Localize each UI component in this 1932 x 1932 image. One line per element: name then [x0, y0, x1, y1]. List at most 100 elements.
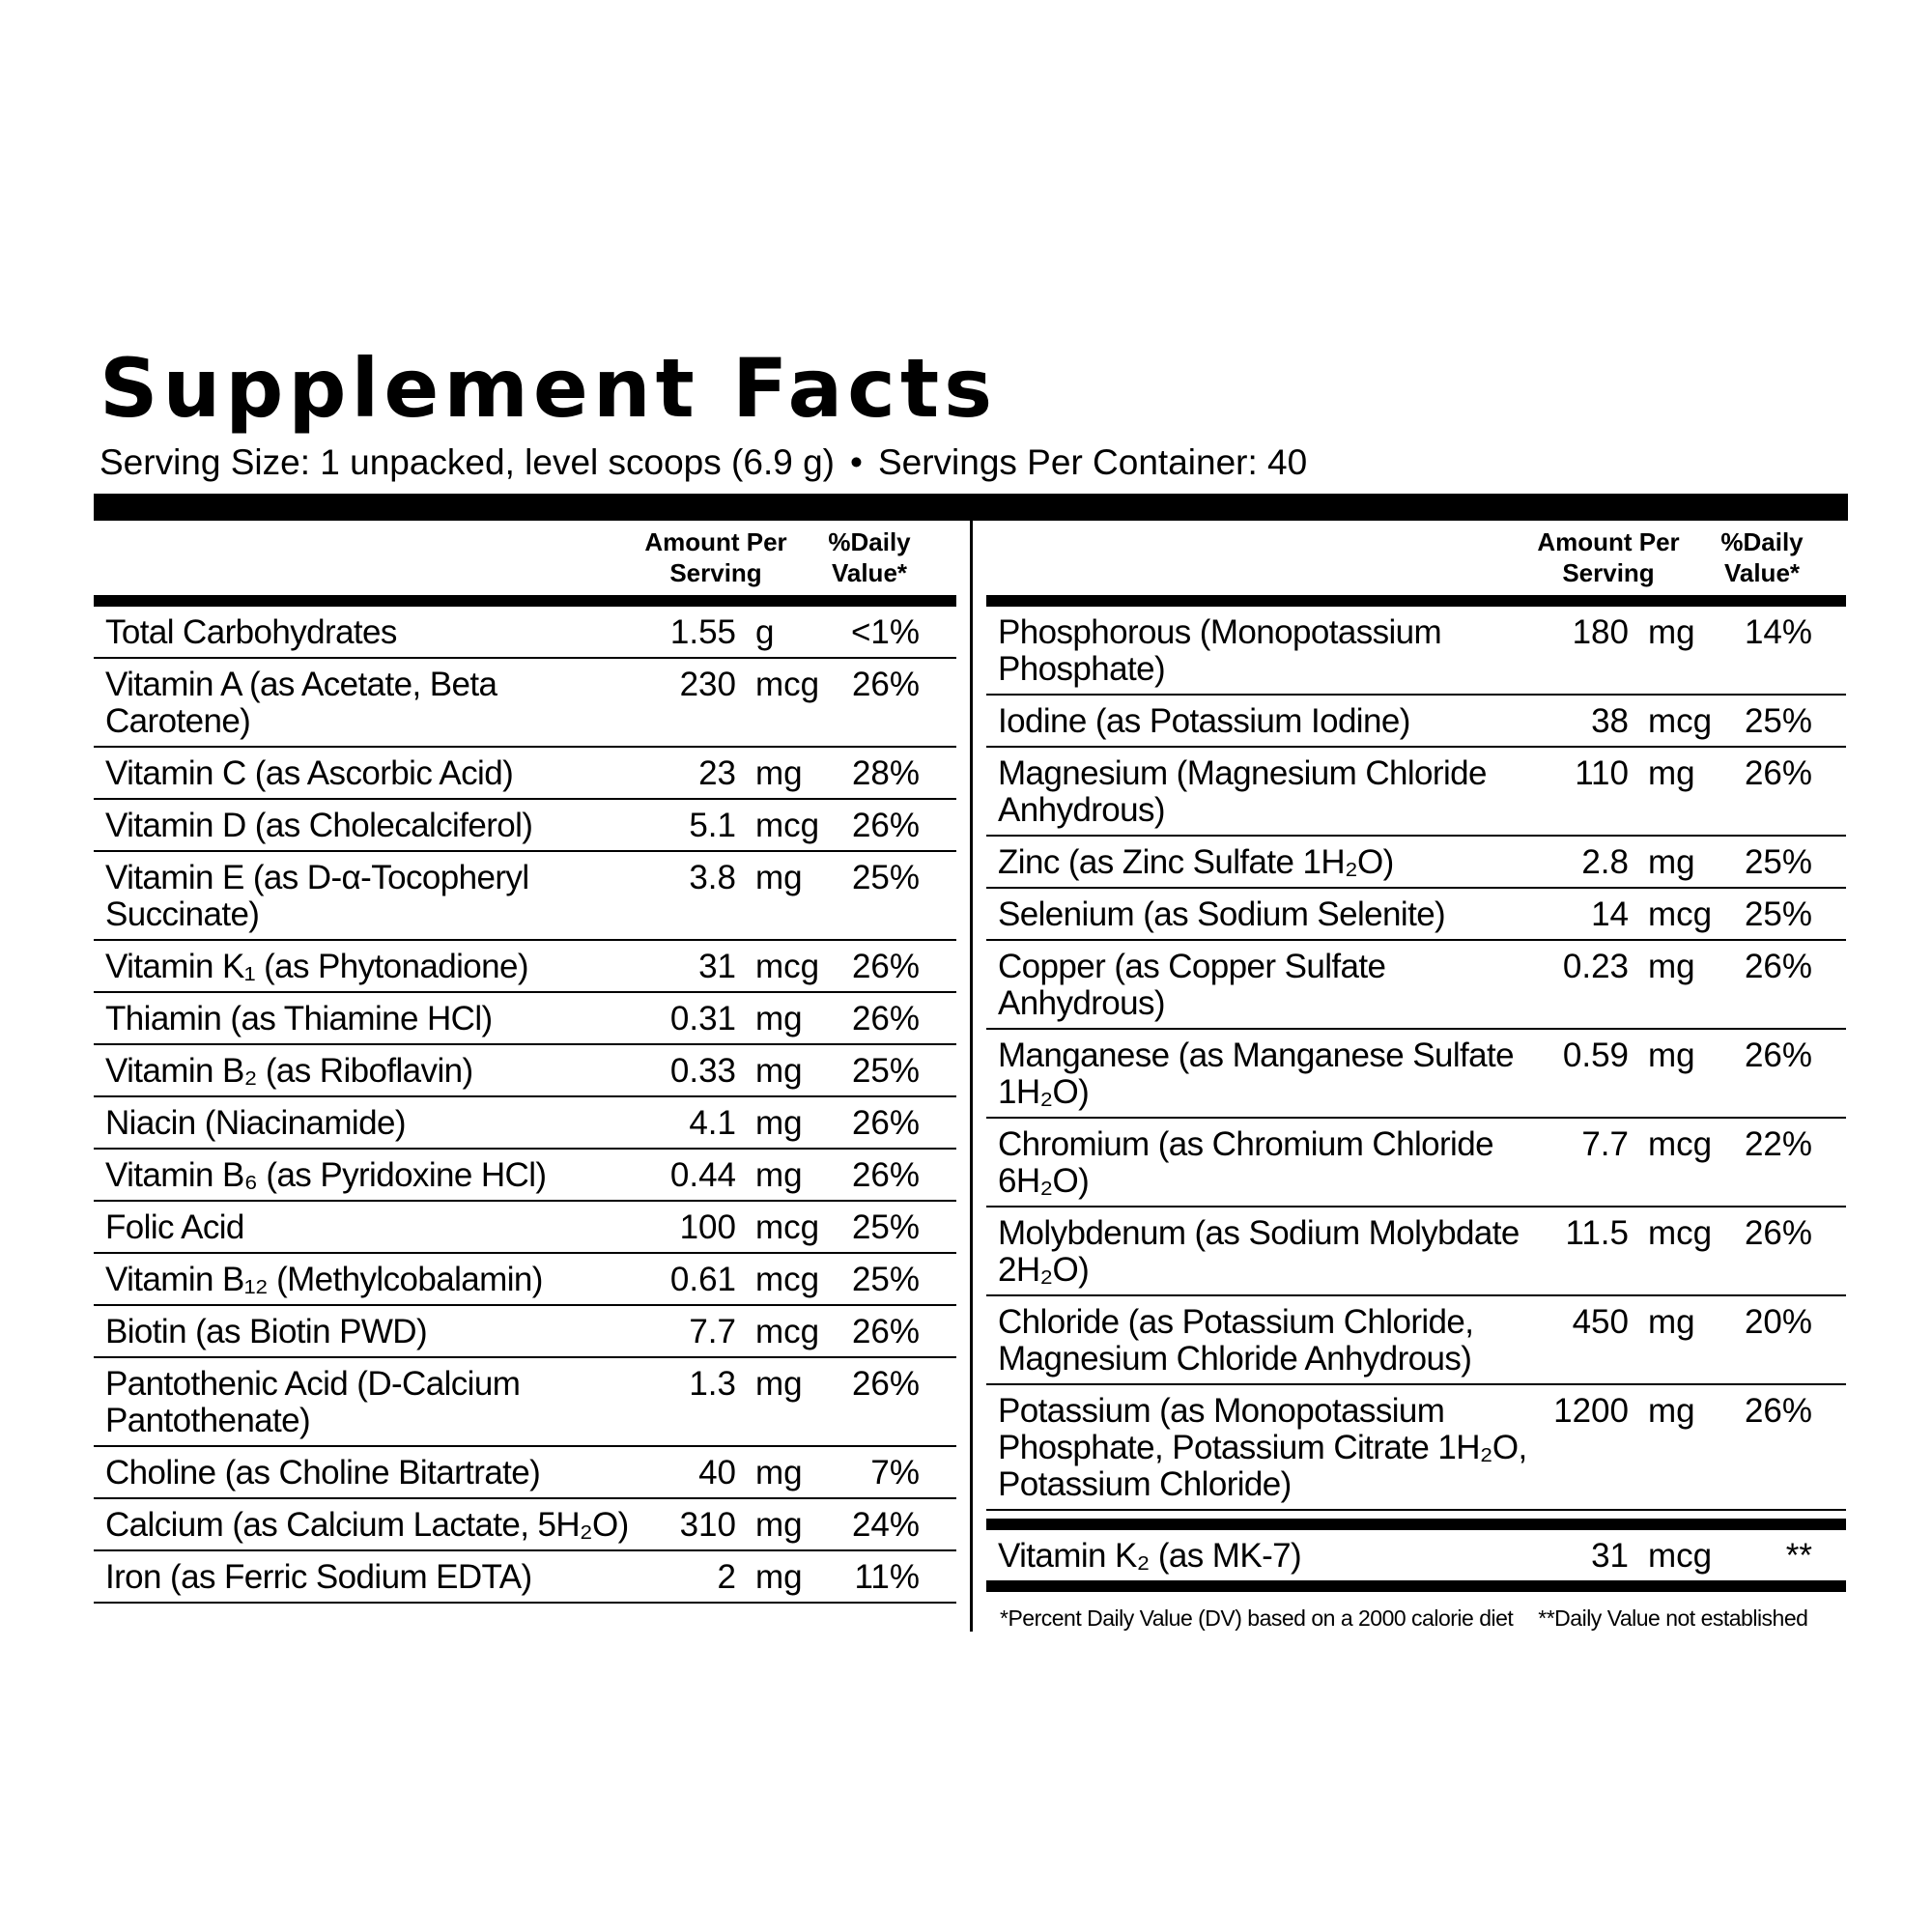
nutrient-name: Niacin (Niacinamide): [105, 1103, 406, 1142]
nutrient-daily-value: 26%: [1744, 1213, 1812, 1252]
nutrient-amount: 40: [698, 1453, 736, 1492]
nutrient-name: Vitamin B₆ (as Pyridoxine HCl): [105, 1155, 547, 1194]
nutrient-row: Chromium (as Chromium Chloride 6H₂O) 7.7 m…: [986, 1119, 1846, 1208]
nutrient-name: Selenium (as Sodium Selenite): [998, 895, 1446, 933]
nutrient-name: Vitamin A (as Acetate, Beta Carotene): [105, 665, 497, 740]
nutrient-unit: mg: [755, 1364, 803, 1403]
nutrient-unit: mg: [1648, 1391, 1695, 1430]
nutrient-row: Iodine (as Potassium Iodine) 38 mcg 25%: [986, 696, 1846, 748]
nutrient-name: Vitamin B₂ (as Riboflavin): [105, 1051, 473, 1090]
nutrient-amount: 23: [698, 753, 736, 792]
nutrient-name: Biotin (as Biotin PWD): [105, 1312, 428, 1350]
nutrient-row: Vitamin E (as D-α-Tocopheryl Succinate) 3…: [94, 852, 956, 941]
nutrient-row: Vitamin B₁₂ (Methylcobalamin) 0.61 mcg 25%: [94, 1254, 956, 1306]
nutrient-amount: 2: [717, 1557, 736, 1596]
footnote-dv-basis: *Percent Daily Value (DV) based on a 200…: [1000, 1605, 1514, 1631]
nutrient-row: Total Carbohydrates 1.55 g <1%: [94, 607, 956, 659]
nutrient-amount: 1.3: [689, 1364, 736, 1403]
nutrient-unit: mcg: [1648, 895, 1713, 933]
nutrient-row: Vitamin A (as Acetate, Beta Carotene) 230…: [94, 659, 956, 748]
nutrient-amount: 0.44: [669, 1155, 736, 1194]
nutrient-unit: mcg: [1648, 701, 1713, 740]
nutrient-row: Niacin (Niacinamide) 4.1 mg 26%: [94, 1097, 956, 1150]
nutrient-amount: 0.61: [669, 1260, 736, 1298]
bottom-divider-bar: [986, 1579, 1846, 1592]
nutrient-name: Magnesium (Magnesium Chloride Anhydrous): [998, 753, 1487, 829]
nutrient-amount: 31: [1591, 1536, 1629, 1575]
nutrient-row: Pantothenic Acid (D-Calcium Pantothenate…: [94, 1358, 956, 1447]
nutrient-unit: mg: [1648, 842, 1695, 881]
nutrient-row: Manganese (as Manganese Sulfate 1H₂O) 0.5…: [986, 1030, 1846, 1119]
nutrient-amount: 14: [1591, 895, 1629, 933]
nutrient-amount: 100: [679, 1208, 736, 1246]
nutrient-daily-value: 26%: [851, 1155, 920, 1194]
nutrient-amount: 38: [1591, 701, 1629, 740]
nutrient-unit: mg: [1648, 947, 1695, 985]
nutrient-row: Molybdenum (as Sodium Molybdate 2H₂O) 11.…: [986, 1208, 1846, 1296]
daily-value-header: %Daily Value*: [1720, 526, 1804, 588]
nutrient-unit: mcg: [1648, 1213, 1713, 1252]
nutrient-row: Choline (as Choline Bitartrate) 40 mg 7%: [94, 1447, 956, 1499]
nutrient-unit: mcg: [755, 1312, 820, 1350]
nutrient-daily-value: <1%: [850, 612, 920, 651]
nutrient-unit: mg: [1648, 1036, 1695, 1074]
nutrient-row: Calcium (as Calcium Lactate, 5H₂O) 310 mg 2…: [94, 1499, 956, 1551]
nutrient-unit: mg: [755, 1103, 803, 1142]
nutrient-amount: 450: [1572, 1302, 1629, 1341]
amount-per-serving-header: Amount Per Serving: [1537, 526, 1680, 588]
nutrient-name: Vitamin C (as Ascorbic Acid): [105, 753, 514, 792]
nutrient-name: Vitamin D (as Cholecalciferol): [105, 806, 533, 844]
nutrient-amount: 11.5: [1565, 1213, 1629, 1252]
nutrient-unit: mcg: [755, 947, 820, 985]
nutrient-name: Folic Acid: [105, 1208, 244, 1246]
daily-value-header: %Daily Value*: [828, 526, 911, 588]
nutrient-row: Folic Acid 100 mcg 25%: [94, 1202, 956, 1254]
nutrient-row: Phosphorous (Monopotassium Phosphate) 180…: [986, 607, 1846, 696]
nutrient-name: Iron (as Ferric Sodium EDTA): [105, 1557, 532, 1596]
nutrient-daily-value: 26%: [851, 1103, 920, 1142]
nutrient-daily-value: 26%: [851, 999, 920, 1037]
nutrient-amount: 180: [1572, 612, 1629, 651]
serving-info: Serving Size: 1 unpacked, level scoops (…: [99, 442, 1848, 484]
nutrient-row: Chloride (as Potassium Chloride, Magnesi…: [986, 1296, 1846, 1385]
nutrient-daily-value: 26%: [851, 947, 920, 985]
nutrient-unit: mg: [755, 1505, 803, 1544]
nutrient-row: Potassium (as Monopotassium Phosphate, P…: [986, 1385, 1846, 1511]
left-column-header: Amount Per Serving %Daily Value*: [94, 521, 956, 607]
nutrient-daily-value: 26%: [1744, 1391, 1812, 1430]
nutrient-daily-value: **: [1785, 1536, 1812, 1575]
nutrient-name: Phosphorous (Monopotassium Phosphate): [998, 612, 1442, 688]
nutrient-daily-value: 20%: [1744, 1302, 1812, 1341]
nutrient-amount: 310: [679, 1505, 736, 1544]
nutrient-daily-value: 26%: [851, 1312, 920, 1350]
right-nutrient-panel: Amount Per Serving %Daily Value* Phospho…: [970, 520, 1846, 1632]
nutrient-amount: 0.23: [1562, 947, 1629, 985]
nutrient-name: Potassium (as Monopotassium Phosphate, P…: [998, 1391, 1527, 1503]
nutrient-daily-value: 26%: [1744, 947, 1812, 985]
nutrient-name: Iodine (as Potassium Iodine): [998, 701, 1410, 740]
serving-size: Serving Size: 1 unpacked, level scoops (…: [99, 442, 835, 482]
nutrient-unit: mcg: [755, 806, 820, 844]
nutrient-amount: 5.1: [689, 806, 736, 844]
nutrient-row: Vitamin B₂ (as Riboflavin) 0.33 mg 25%: [94, 1045, 956, 1097]
nutrient-row: Copper (as Copper Sulfate Anhydrous) 0.23…: [986, 941, 1846, 1030]
nutrient-amount: 110: [1575, 753, 1629, 792]
nutrient-name: Vitamin K₂ (as MK-7): [998, 1536, 1302, 1575]
nutrient-row: Zinc (as Zinc Sulfate 1H₂O) 2.8 mg 25%: [986, 837, 1846, 889]
nutrient-row: Magnesium (Magnesium Chloride Anhydrous)…: [986, 748, 1846, 837]
nutrient-daily-value: 25%: [851, 1260, 920, 1298]
nutrient-unit: mcg: [1648, 1536, 1713, 1575]
nutrient-unit: mg: [1648, 612, 1695, 651]
nutrient-name: Vitamin B₁₂ (Methylcobalamin): [105, 1260, 543, 1298]
nutrient-unit: mcg: [755, 1208, 820, 1246]
nutrient-unit: mg: [755, 1051, 803, 1090]
serving-separator: •: [849, 442, 863, 482]
label-title: Supplement Facts: [99, 341, 998, 436]
nutrient-unit: mcg: [755, 665, 820, 703]
footnote-not-established: **Daily Value not established: [1538, 1605, 1808, 1631]
nutrient-row: Thiamin (as Thiamine HCl) 0.31 mg 26%: [94, 993, 956, 1045]
nutrient-unit: mg: [755, 1453, 803, 1492]
nutrient-name: Copper (as Copper Sulfate Anhydrous): [998, 947, 1386, 1022]
right-nutrient-list: Phosphorous (Monopotassium Phosphate) 180…: [986, 607, 1846, 1511]
nutrient-amount: 1200: [1553, 1391, 1629, 1430]
